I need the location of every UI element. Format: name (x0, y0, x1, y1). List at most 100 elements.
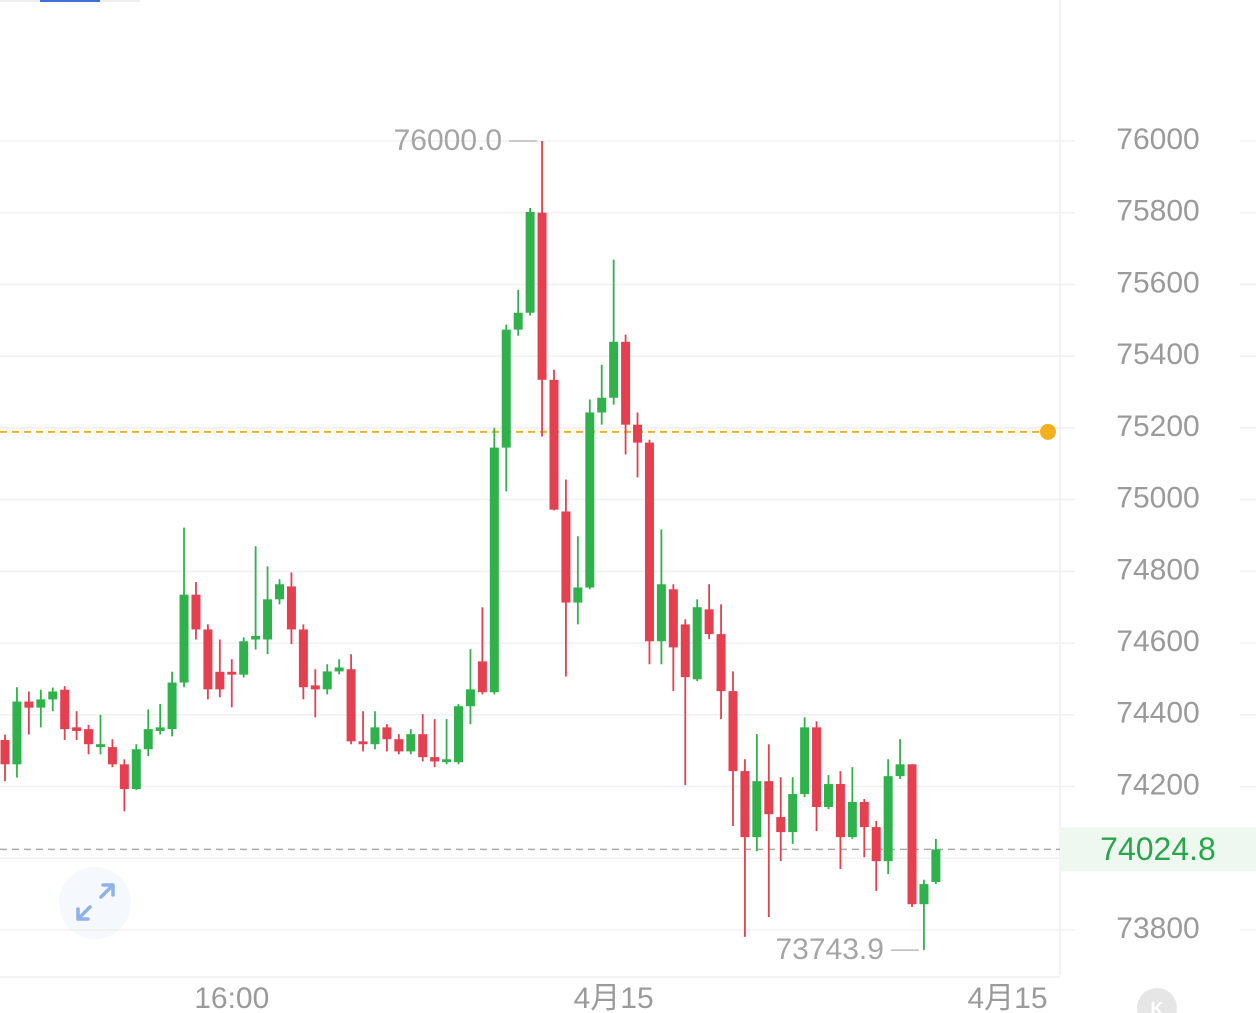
candle-body (740, 771, 750, 838)
y-tick-label: 75200 (1116, 410, 1199, 443)
expand-button[interactable] (59, 867, 131, 939)
candle-body (60, 689, 70, 730)
x-tick-label: 16:00 (194, 982, 269, 1013)
candle-body (72, 727, 82, 731)
candle-body (215, 671, 225, 690)
candle-body (561, 511, 571, 603)
candle-body (36, 699, 46, 708)
candle-body (107, 747, 117, 765)
candle-body (119, 764, 129, 790)
candle-body (919, 884, 929, 905)
candle-body (644, 442, 654, 642)
candle-body (24, 701, 34, 708)
candle-body (430, 757, 440, 762)
y-tick-label: 75600 (1116, 266, 1199, 299)
candle-body (609, 341, 619, 398)
candle-body (275, 584, 285, 600)
candle-body (382, 727, 392, 740)
candle-body (573, 587, 583, 603)
candle-body (800, 727, 810, 795)
candle-body (334, 667, 344, 672)
candle-body (668, 589, 678, 648)
expand-icon[interactable] (76, 883, 115, 921)
candle-body (251, 635, 261, 640)
candle-body (286, 586, 296, 630)
candle-body (859, 801, 869, 828)
candle-body (585, 412, 595, 588)
candle-body (203, 629, 213, 690)
candle-body (167, 682, 177, 730)
candle-body (847, 801, 857, 838)
candle-body (179, 594, 189, 683)
y-tick-label: 74200 (1116, 768, 1199, 801)
y-tick-label: 75000 (1116, 482, 1199, 515)
candle-body (454, 706, 464, 763)
candle-body (477, 661, 487, 693)
last-price-box (1060, 827, 1256, 872)
high-label: 76000.0 (394, 124, 502, 157)
candle-body (501, 329, 511, 448)
candle-body (418, 734, 428, 758)
y-tick-label: 75800 (1116, 195, 1199, 228)
y-tick-label: 74600 (1116, 625, 1199, 658)
y-tick-label: 75400 (1116, 338, 1199, 371)
candle-body (883, 776, 893, 862)
candle-body (155, 727, 165, 731)
candle-body (310, 685, 320, 690)
badge-text[interactable]: K (1151, 999, 1164, 1013)
candle-body (895, 764, 905, 777)
candle-body (513, 312, 523, 330)
candle-body (489, 447, 499, 693)
candle-body (788, 794, 798, 833)
low-label: 73743.9 (775, 933, 883, 966)
candle-body (442, 759, 452, 763)
candle-body (835, 784, 845, 838)
y-tick-label: 76000 (1116, 123, 1199, 156)
candle-body (597, 397, 607, 413)
candle-body (656, 584, 666, 642)
y-tick-label: 74400 (1116, 697, 1199, 730)
badge[interactable] (1137, 988, 1177, 1013)
candle-body (776, 817, 786, 833)
candle-body (931, 849, 941, 882)
candle-body (907, 764, 917, 905)
candle-body (358, 741, 368, 745)
candle-body (871, 827, 881, 862)
candle-body (131, 749, 141, 790)
y-tick-label: 73800 (1116, 912, 1199, 945)
candle-body (48, 691, 58, 700)
candle-body (823, 784, 833, 807)
last-price-label: 74024.8 (1100, 831, 1216, 867)
candle-body (465, 689, 475, 707)
candle-body (95, 744, 105, 748)
candle-body (716, 634, 726, 692)
candle-body (680, 624, 690, 678)
candle-body (239, 641, 249, 675)
candle-body (370, 727, 380, 745)
candle-body (406, 734, 416, 752)
candle-body (549, 379, 559, 510)
candle-body (704, 609, 714, 635)
y-tick-label: 74800 (1116, 553, 1199, 586)
x-tick-label: 4月15 (967, 982, 1047, 1013)
candle-body (633, 424, 643, 443)
expand-bg[interactable] (59, 867, 131, 939)
x-tick-label: 4月15 (574, 982, 654, 1013)
candle-body (143, 729, 153, 750)
candle-body (764, 781, 774, 815)
candle-body (0, 739, 10, 765)
candle-body (728, 691, 738, 772)
candle-body (752, 781, 762, 838)
candle-body (191, 594, 201, 630)
candle-body (12, 701, 22, 765)
candle-body (537, 212, 547, 380)
candle-body (394, 739, 404, 752)
candle-body (525, 211, 535, 313)
candle-body (346, 669, 356, 742)
candle-body (621, 341, 631, 425)
candle-body (227, 671, 237, 675)
candle-body (692, 607, 702, 680)
candle-body (298, 629, 308, 688)
